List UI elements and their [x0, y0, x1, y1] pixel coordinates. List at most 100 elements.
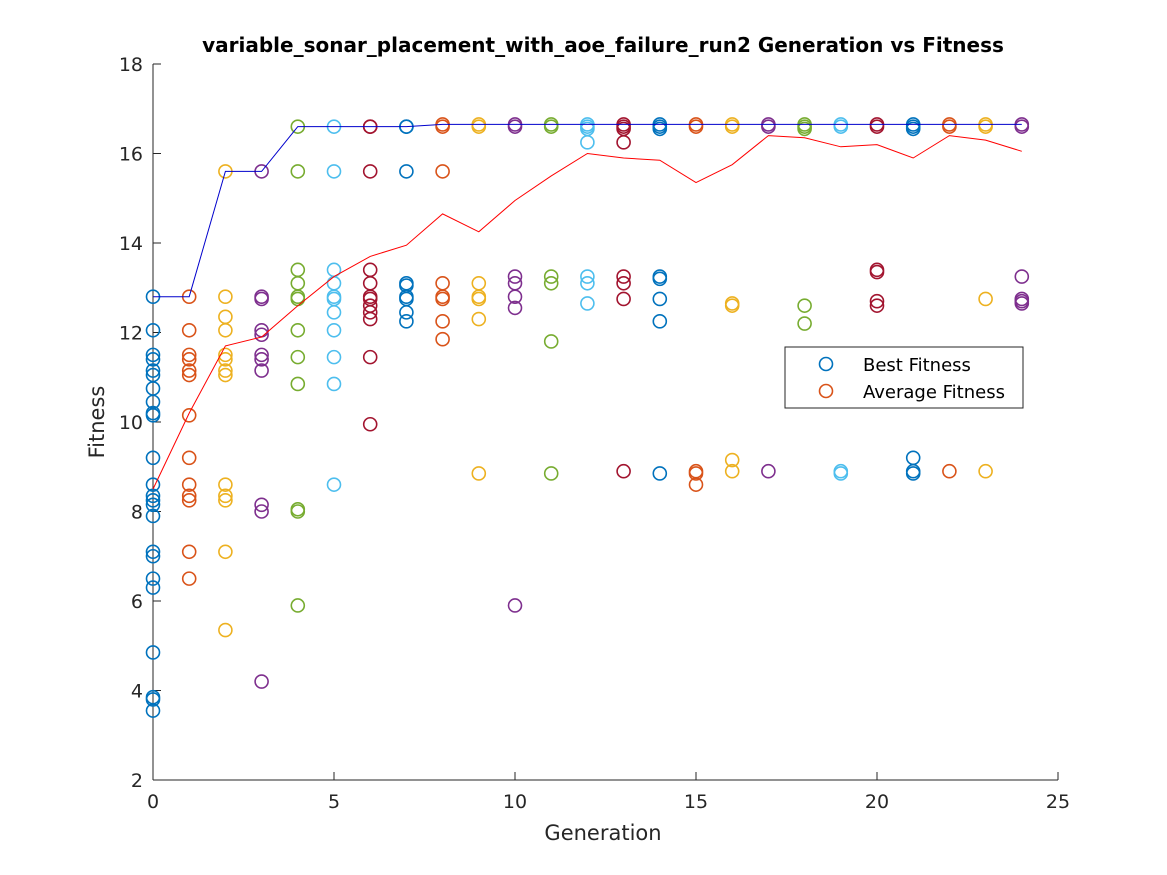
fitness-point: [978, 291, 993, 307]
fitness-point: [218, 544, 233, 560]
fitness-point: [507, 119, 523, 134]
fitness-point: [181, 367, 197, 383]
x-tick-label: 15: [684, 791, 708, 813]
fitness-point: [507, 300, 523, 316]
x-tick-label: 0: [147, 791, 159, 813]
fitness-point: [218, 367, 233, 383]
fitness-point: [652, 466, 668, 481]
fitness-point: [181, 450, 197, 466]
fitness-point: [543, 275, 559, 291]
fitness-point: [435, 331, 450, 347]
fitness-point: [362, 416, 378, 432]
fitness-point: [218, 622, 233, 638]
fitness-point: [724, 298, 740, 313]
y-tick-label: 8: [131, 502, 143, 524]
fitness-point: [254, 347, 269, 363]
fitness-point: [942, 463, 957, 479]
fitness-point: [471, 291, 487, 307]
fitness-point: [145, 347, 161, 363]
fitness-point: [145, 477, 161, 492]
fitness-point: [290, 598, 306, 613]
fitness-point: [326, 164, 342, 179]
generation-0-points: [145, 289, 161, 718]
fitness-point: [181, 544, 197, 560]
fitness-point: [580, 135, 595, 150]
legend-item-average-fitness: Average Fitness: [818, 382, 1005, 403]
fitness-point: [290, 164, 306, 179]
fitness-point: [218, 322, 233, 338]
fitness-point: [218, 488, 233, 504]
fitness-point: [181, 493, 197, 508]
plot-area: [153, 64, 1058, 780]
y-tick-label: 4: [131, 681, 143, 703]
fitness-point: [543, 119, 559, 134]
fitness-point: [181, 571, 197, 586]
fitness-point: [435, 119, 450, 134]
x-axis-label: Generation: [544, 821, 661, 845]
fitness-point: [254, 327, 269, 343]
fitness-point: [616, 463, 631, 479]
fitness-point: [543, 466, 559, 481]
fitness-point: [761, 119, 776, 134]
fitness-point: [145, 544, 161, 560]
fitness-point: [145, 571, 161, 586]
legend: Best Fitness Average Fitness: [784, 346, 1024, 409]
fitness-point: [326, 322, 342, 338]
fitness-point: [688, 119, 704, 134]
fitness-point: [145, 363, 161, 378]
fitness-point: [145, 508, 161, 524]
fitness-point: [580, 269, 595, 284]
fitness-point: [507, 289, 523, 305]
fitness-point: [905, 466, 921, 481]
y-tick-label: 14: [119, 233, 143, 255]
y-tick-label: 12: [119, 323, 143, 345]
fitness-point: [652, 291, 668, 307]
fitness-point: [290, 504, 306, 519]
fitness-point: [652, 121, 668, 137]
fitness-point: [471, 311, 487, 327]
fitness-point: [616, 135, 631, 150]
y-tick-label: 16: [119, 144, 143, 166]
fitness-point: [797, 298, 812, 313]
fitness-point: [145, 548, 161, 564]
fitness-point: [290, 376, 306, 392]
fitness-point: [326, 349, 342, 365]
fitness-point: [218, 493, 233, 508]
y-tick-label: 10: [119, 412, 143, 434]
fitness-point: [181, 322, 197, 338]
fitness-point: [254, 291, 269, 307]
fitness-point: [254, 363, 269, 378]
x-tick-label: 10: [503, 791, 527, 813]
fitness-point: [543, 334, 559, 349]
fitness-point: [145, 497, 161, 513]
fitness-point: [254, 352, 269, 367]
x-tick-label: 5: [328, 791, 340, 813]
generation-20-points: [869, 117, 885, 313]
fitness-point: [833, 119, 849, 134]
fitness-point: [399, 314, 414, 329]
fitness-point: [290, 322, 306, 338]
fitness-point: [218, 477, 233, 492]
fitness-point: [869, 293, 885, 309]
fitness-lines: [152, 123, 1022, 490]
y-axis-label: Fitness: [85, 386, 109, 459]
fitness-point: [1014, 269, 1030, 284]
fitness-point: [435, 164, 450, 179]
fitness-point: [616, 275, 631, 291]
fitness-point: [145, 645, 161, 660]
legend-label-best-fitness: Best Fitness: [863, 355, 971, 376]
fitness-point: [254, 504, 269, 519]
fitness-point: [254, 674, 269, 689]
fitness-point: [435, 291, 450, 307]
fitness-point: [145, 322, 161, 338]
y-tick-label: 18: [119, 54, 143, 76]
fitness-point: [290, 349, 306, 365]
fitness-point: [326, 305, 342, 320]
fitness-point: [616, 291, 631, 307]
fitness-point: [181, 488, 197, 504]
fitness-point: [869, 119, 885, 134]
chart-title: variable_sonar_placement_with_aoe_failur…: [202, 33, 1004, 57]
fitness-point: [652, 314, 668, 329]
fitness-point: [145, 488, 161, 504]
